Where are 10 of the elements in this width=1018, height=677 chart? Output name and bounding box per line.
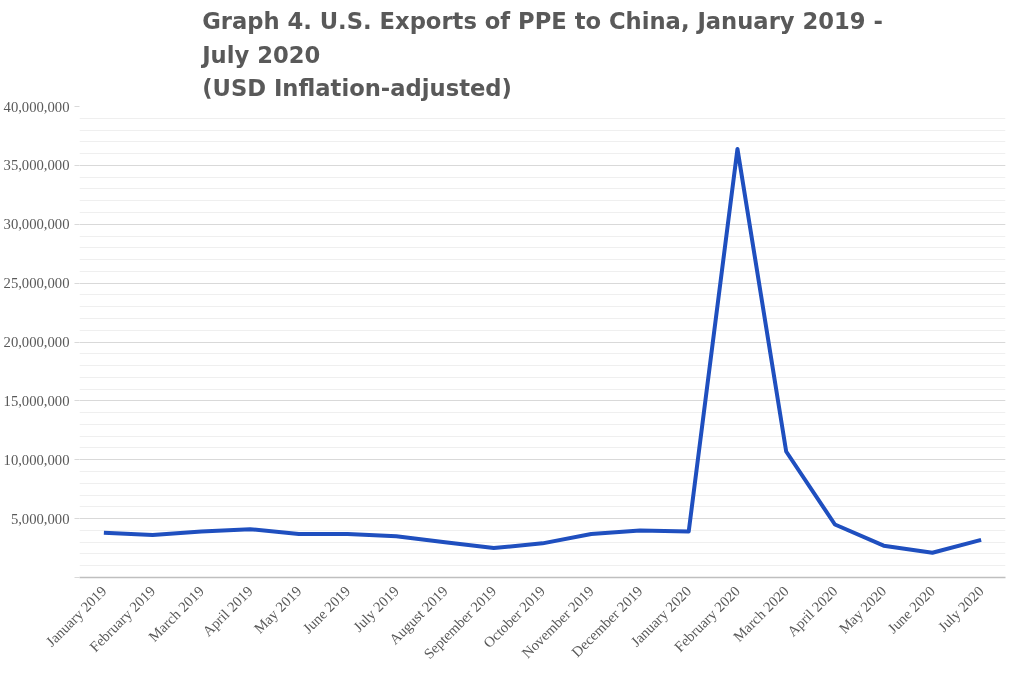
y-tick-label: 10,000,000 bbox=[3, 451, 70, 468]
y-tick-label: 30,000,000 bbox=[3, 216, 70, 233]
y-tick-label: 25,000,000 bbox=[3, 275, 70, 292]
chart-title: Graph 4. U.S. Exports of PPE to China, January 2019 - July 2020 (USD Inflation-adjusted) bbox=[200, 7, 883, 102]
y-tick-label: 5,000,000 bbox=[10, 510, 70, 527]
y-tick-label: 40,000,000 bbox=[3, 98, 70, 115]
line-series bbox=[101, 146, 984, 555]
y-tick-label: 20,000,000 bbox=[3, 334, 70, 350]
y-tick-label: 35,000,000 bbox=[3, 157, 70, 174]
y-tick-label: 15,000,000 bbox=[3, 392, 70, 409]
